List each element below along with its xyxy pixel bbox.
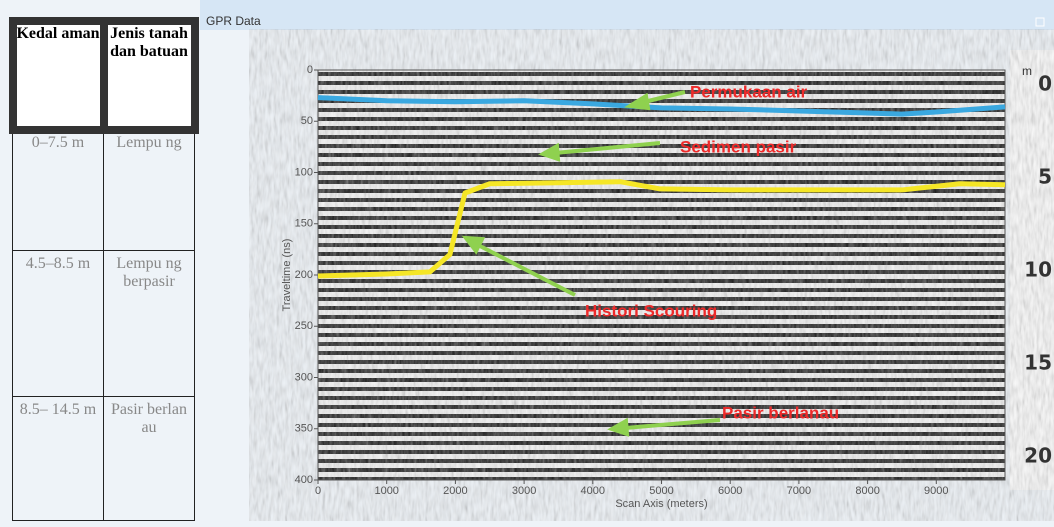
depth-unit: m [1022,64,1032,78]
x-tick-label: 6000 [718,485,742,497]
x-tick-label: 9000 [924,485,948,497]
x-tick-label: 5000 [649,485,673,497]
depth-label: 15 [1024,351,1052,375]
radargram-noise [318,70,1005,480]
x-tick-label: 2000 [443,485,467,497]
header-cell: Kedal aman [8,16,108,134]
cell: 4.5–8.5 m [12,250,104,397]
cell: 8.5– 14.5 m [12,396,104,521]
x-axis-label: Scan Axis (meters) [615,498,707,510]
soil-table: Kedal aman Jenis tanah dan batuan 0–7.5 m… [8,16,199,521]
x-tick-label: 1000 [374,485,398,497]
window-button[interactable] [1035,17,1045,27]
annotation: Sedimen pasir [680,137,797,156]
x-tick-label: 0 [315,485,321,497]
y-tick-label: 200 [295,269,313,281]
depth-label: 20 [1024,444,1052,468]
y-tick-label: 50 [301,115,313,127]
series-line [317,179,1006,279]
y-tick-label: 100 [295,166,313,178]
x-tick-label: 4000 [581,485,605,497]
y-axis-label: Traveltime (ns) [281,239,293,312]
y-tick-label: 250 [295,320,313,332]
cell: 0–7.5 m [12,129,104,251]
arrows [461,90,721,437]
window-title: GPR Data [206,14,261,28]
title-bar [200,0,1054,30]
y-tick-label: 350 [295,423,313,435]
annotation: Pasir berlanau [722,403,839,422]
depth-label: 10 [1024,258,1052,282]
depth-panel [1010,50,1054,490]
header-cell: Jenis tanah dan batuan [99,16,199,134]
cell: Pasir berlan au [103,396,195,521]
x-tick-label: 8000 [855,485,879,497]
annotation: Histori Scouring [585,301,717,320]
y-tick-label: 0 [307,64,313,76]
x-tick-label: 3000 [512,485,536,497]
depth-label: 5 [1038,165,1052,189]
gpr-window: GPR Data 0 1000 2000 3000 4000 5000 6000 7000 80… [200,0,1054,510]
y-tick-label: 400 [295,474,313,486]
cell: Lempu ng [103,129,195,251]
x-tick-label: 7000 [787,485,811,497]
cell: Lempu ng berpasir [103,250,195,397]
series-line [317,95,1006,117]
y-tick-label: 150 [295,218,313,230]
annotation: Permukaan air [690,82,808,101]
y-tick-label: 300 [295,371,313,383]
depth-label: 0 [1038,72,1052,96]
